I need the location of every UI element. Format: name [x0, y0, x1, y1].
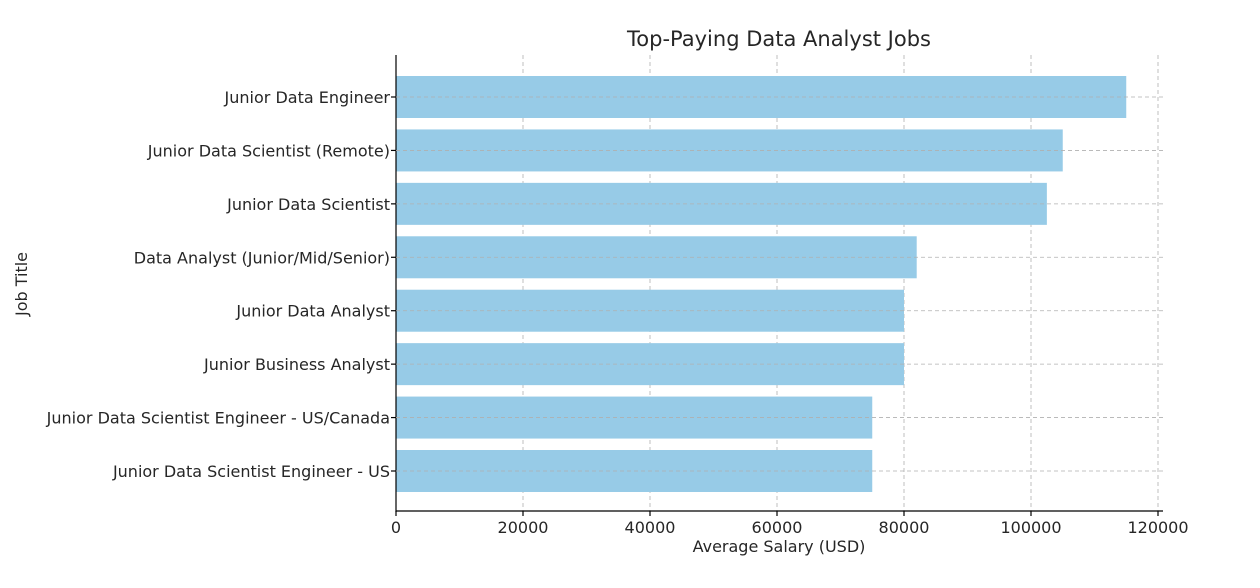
- x-tick-label: 60000: [752, 518, 803, 537]
- chart-title: Top-Paying Data Analyst Jobs: [626, 27, 931, 51]
- axes-layer: [391, 55, 1163, 516]
- category-label: Data Analyst (Junior/Mid/Senior): [134, 248, 390, 267]
- labels-layer: 0 20000 40000 60000 80000 100000 120000 Junior …: [46, 88, 1189, 537]
- category-label: Junior Data Scientist (Remote): [147, 141, 390, 160]
- category-label: Junior Data Analyst: [235, 302, 390, 321]
- category-label: Junior Data Scientist Engineer - US: [112, 462, 390, 481]
- category-label: Junior Data Scientist: [226, 195, 390, 214]
- x-tick-label: 80000: [879, 518, 930, 537]
- x-tick-label: 40000: [625, 518, 676, 537]
- grid-layer: [522, 55, 1159, 511]
- category-label: Junior Data Engineer: [224, 88, 391, 107]
- x-tick-label: 100000: [1000, 518, 1061, 537]
- x-tick-label: 20000: [498, 518, 549, 537]
- x-tick-label: 0: [391, 518, 401, 537]
- bars-layer: [396, 76, 1127, 492]
- x-axis-label: Average Salary (USD): [693, 537, 866, 556]
- category-label: Junior Business Analyst: [203, 355, 390, 374]
- category-label: Junior Data Scientist Engineer - US/Cana…: [46, 409, 390, 428]
- y-axis-label: Job Title: [12, 252, 31, 317]
- x-tick-label: 120000: [1127, 518, 1188, 537]
